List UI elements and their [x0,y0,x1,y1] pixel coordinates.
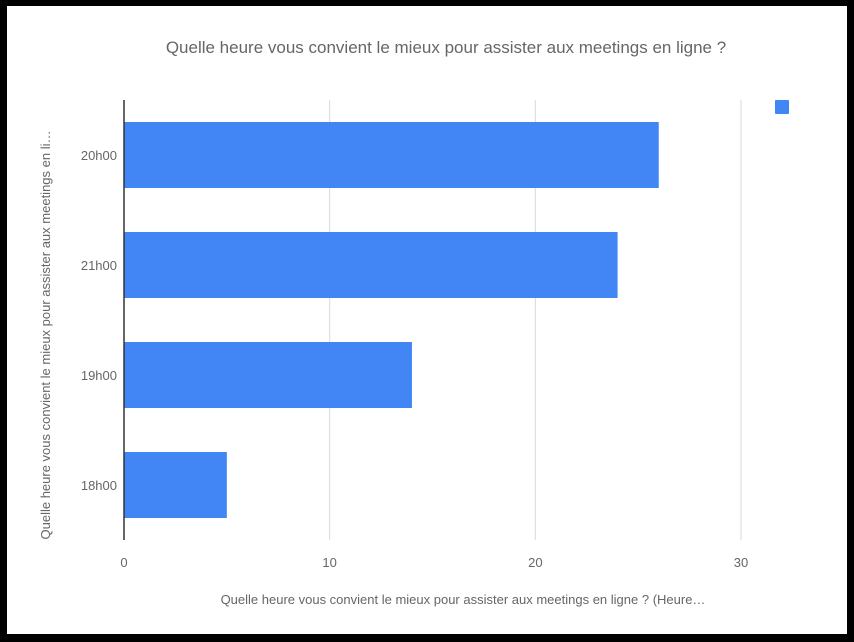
bar [124,452,227,518]
x-tick-label: 10 [322,555,336,570]
x-tick-labels: 0 10 20 30 [120,555,748,570]
y-tick-label: 19h00 [81,368,117,383]
x-axis-label: Quelle heure vous convient le mieux pour… [221,592,706,607]
bar [124,122,659,188]
y-tick-labels: 20h00 21h00 19h00 18h00 [81,148,117,493]
bar [124,342,412,408]
chart-frame [7,6,847,634]
bar [124,232,618,298]
y-tick-label: 18h00 [81,478,117,493]
y-tick-label: 21h00 [81,258,117,273]
x-tick-label: 20 [528,555,542,570]
chart-title: Quelle heure vous convient le mieux pour… [166,38,726,57]
legend-swatch [775,100,789,114]
x-tick-label: 30 [734,555,748,570]
bars [124,122,659,518]
y-tick-label: 20h00 [81,148,117,163]
y-axis-label: Quelle heure vous convient le mieux pour… [38,131,53,540]
x-tick-label: 0 [120,555,127,570]
